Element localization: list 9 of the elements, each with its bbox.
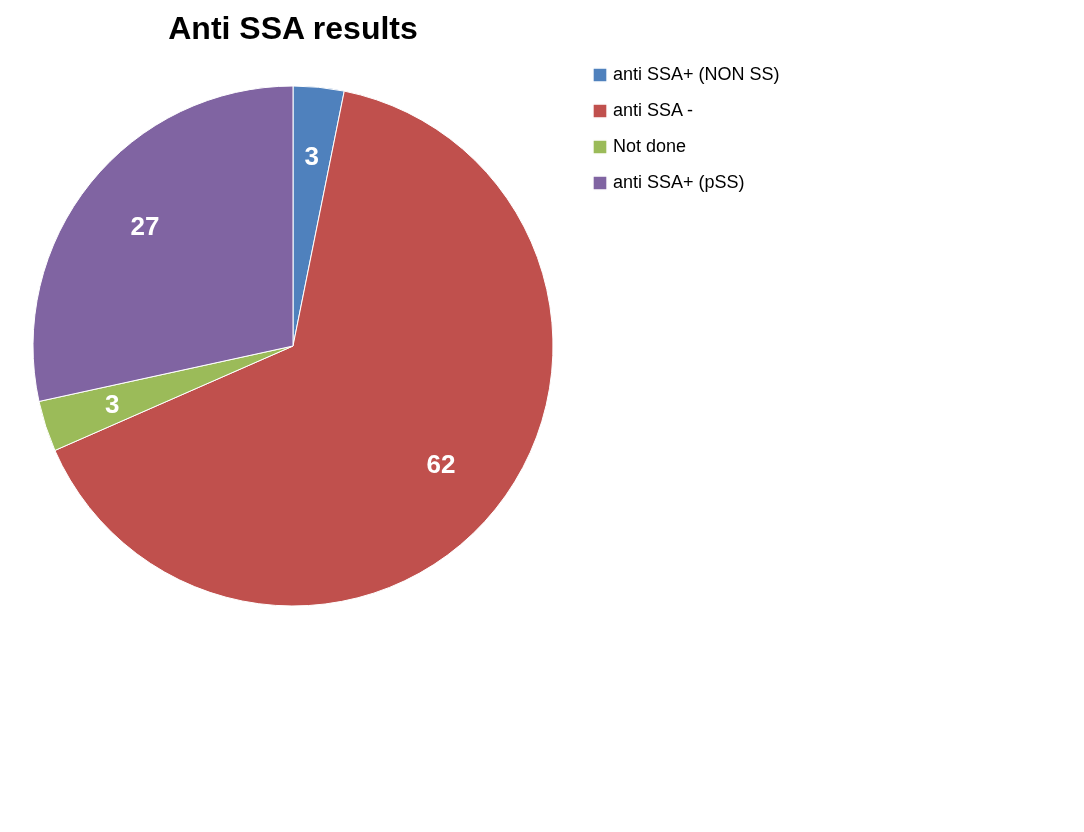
chart-title: Anti SSA results — [168, 10, 418, 46]
legend-label: anti SSA - — [613, 100, 694, 120]
legend-label: Not done — [613, 136, 687, 156]
legend-label: anti SSA+ (pSS) — [613, 172, 745, 192]
data-label: 3 — [105, 388, 120, 419]
legend-label: anti SSA+ (NON SS) — [613, 64, 780, 84]
data-label: 62 — [426, 449, 456, 480]
data-label: 3 — [304, 140, 320, 171]
data-label: 27 — [130, 210, 160, 241]
